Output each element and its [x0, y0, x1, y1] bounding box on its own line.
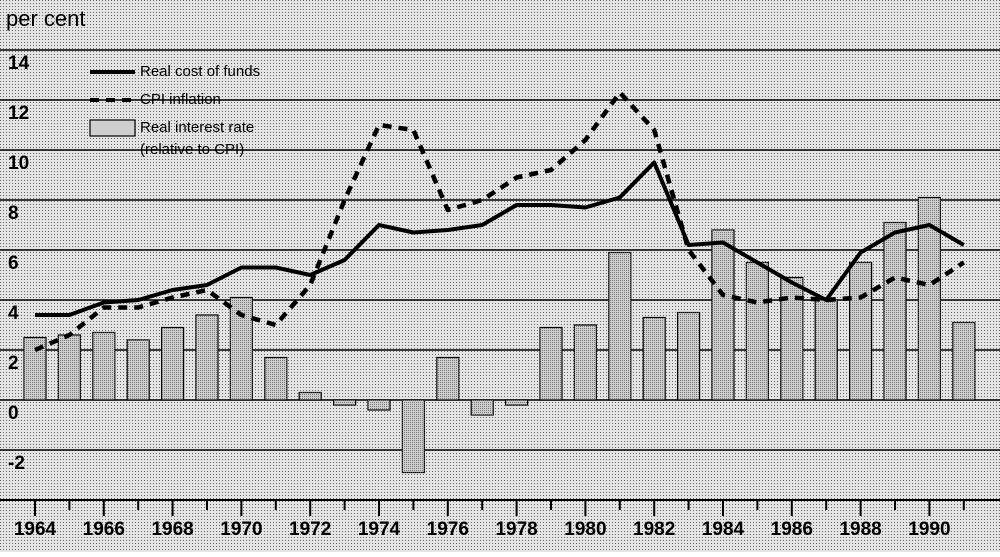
bar-texture: [196, 315, 218, 400]
bar-texture: [849, 262, 872, 400]
bar-texture: [505, 400, 528, 405]
bar-texture: [24, 337, 46, 400]
bar-texture: [574, 325, 597, 400]
bar-texture: [608, 252, 631, 400]
bar-texture: [540, 327, 562, 400]
y-tick-label: 2: [8, 353, 19, 374]
y-tick-label: 0: [8, 403, 19, 424]
bar-texture: [918, 197, 941, 400]
bar-texture: [815, 300, 838, 400]
bar-texture: [712, 230, 734, 400]
bar-texture: [402, 400, 425, 473]
legend-swatch: [89, 119, 136, 137]
x-tick-label: 1988: [839, 519, 881, 540]
line-series: [35, 160, 965, 317]
bar-texture: [643, 317, 666, 400]
bar-texture: [677, 312, 700, 400]
x-tick-label: 1990: [908, 519, 950, 540]
x-tick-label: 1966: [83, 519, 125, 540]
y-axis-label: per cent: [6, 6, 86, 31]
bar-texture: [161, 327, 184, 400]
bar-texture: [436, 357, 459, 400]
bar-texture: [127, 340, 150, 400]
bar-texture: [333, 400, 356, 405]
y-tick-label: 8: [8, 203, 19, 224]
y-tick-label: 14: [8, 53, 30, 74]
x-tick-label: 1970: [220, 519, 262, 540]
x-tick-label: 1986: [771, 519, 813, 540]
bar-texture: [471, 400, 494, 415]
x-tick-label: 1984: [702, 519, 745, 540]
bar-texture: [746, 262, 769, 400]
bar-texture: [58, 335, 81, 400]
bar-texture: [884, 222, 906, 400]
x-tick-label: 1968: [151, 519, 193, 540]
x-tick-label: 1972: [289, 519, 331, 540]
bar-texture: [952, 322, 975, 400]
bar-texture: [299, 392, 322, 400]
bar-texture: [92, 332, 115, 400]
bar-texture: [780, 277, 803, 400]
y-tick-label: 4: [8, 303, 19, 324]
x-tick-label: 1974: [358, 519, 401, 540]
bar-texture: [368, 400, 390, 410]
bar-texture: [264, 357, 287, 400]
x-tick-label: 1982: [633, 519, 675, 540]
y-tick-label: 6: [8, 253, 19, 274]
y-tick-label: 10: [8, 153, 29, 174]
y-tick-label: 12: [8, 103, 29, 124]
x-tick-label: 1980: [564, 519, 606, 540]
y-tick-label: -2: [8, 453, 25, 474]
legend-label: Real cost of funds: [140, 63, 260, 80]
x-tick-label: 1964: [14, 519, 57, 540]
x-tick-label: 1978: [495, 519, 537, 540]
legend-label: Real interest rate: [140, 119, 254, 136]
x-tick-label: 1976: [427, 519, 469, 540]
bar-texture: [230, 297, 253, 400]
